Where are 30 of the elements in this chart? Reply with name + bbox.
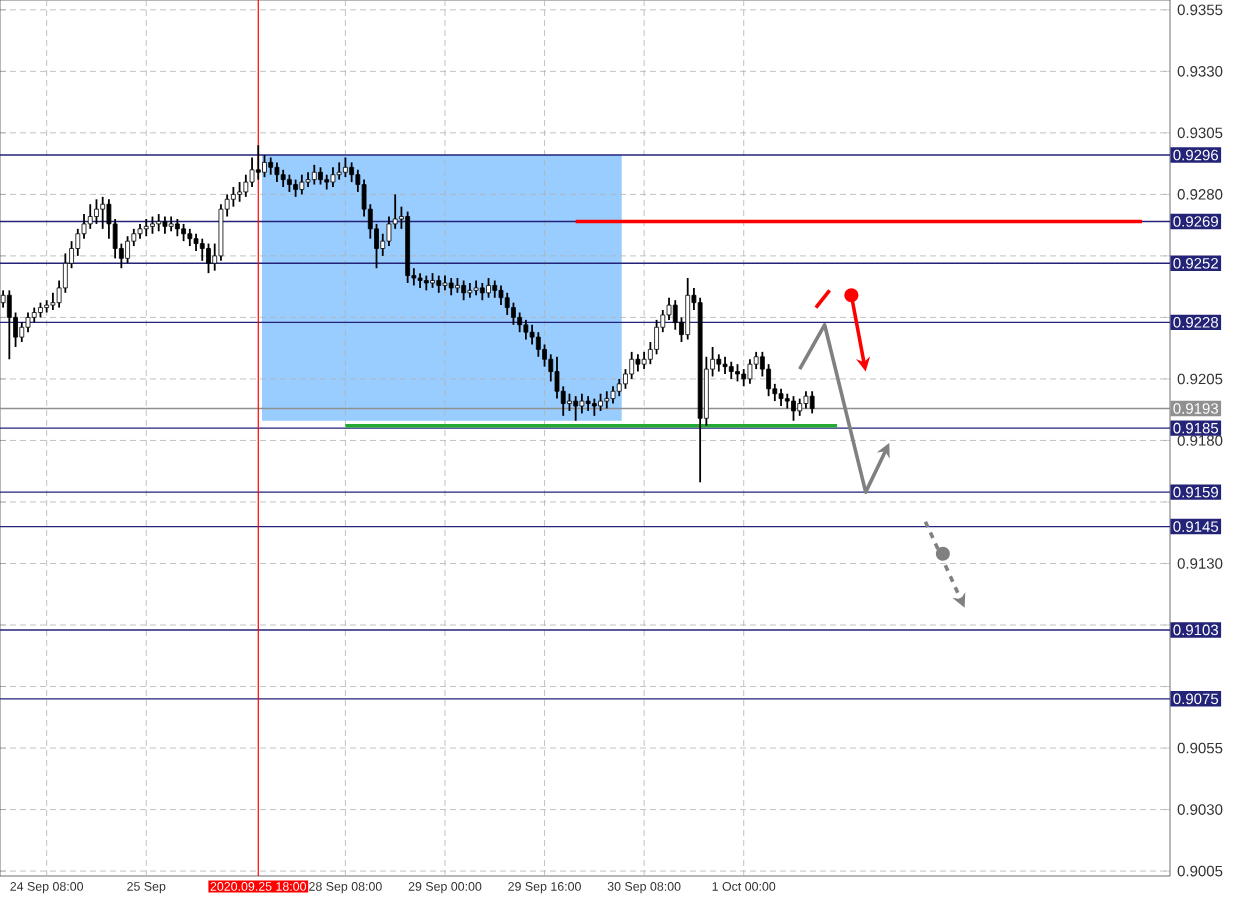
candlestick	[343, 156, 348, 179]
candlestick	[274, 161, 280, 183]
candlestick	[6, 289, 12, 361]
candlestick	[498, 284, 504, 307]
candlestick	[125, 235, 130, 265]
candlestick	[19, 321, 25, 343]
candlestick	[685, 277, 691, 341]
candlestick	[654, 318, 659, 356]
candlestick	[25, 311, 31, 334]
candlestick	[747, 358, 753, 385]
candlestick	[237, 181, 242, 203]
candlestick	[523, 318, 529, 341]
candlestick	[722, 355, 728, 375]
candlestick	[299, 173, 305, 196]
candlestick	[809, 390, 815, 415]
candlestick	[461, 279, 467, 302]
candlestick	[100, 195, 106, 230]
candlestick	[579, 392, 585, 415]
candlestick	[517, 311, 523, 334]
candlestick	[511, 301, 516, 326]
candlestick	[206, 242, 211, 275]
candlestick	[330, 166, 336, 188]
candlestick	[573, 395, 579, 422]
candlestick	[311, 163, 317, 186]
candlestick	[336, 161, 342, 181]
candlestick	[143, 218, 149, 238]
candlestick	[791, 395, 796, 422]
candlestick	[94, 198, 99, 225]
candlestick	[255, 144, 261, 181]
candlestick	[486, 277, 491, 299]
